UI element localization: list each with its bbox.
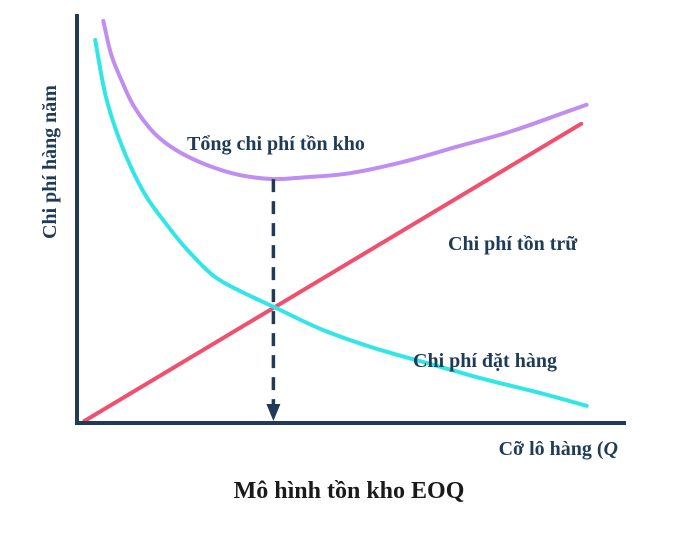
series-layer	[82, 18, 589, 423]
figure-caption: Mô hình tồn kho EOQ	[233, 478, 465, 504]
label-ordering-cost: Chi phí đặt hàng	[413, 350, 557, 372]
x-axis-label-variable: Q	[604, 438, 618, 460]
eoq-chart: Tổng chi phí tồn kho Chi phí tồn trữ Chi…	[39, 14, 626, 460]
x-axis-label: Cỡ lô hàng (Q	[499, 438, 618, 460]
label-total-cost: Tổng chi phí tồn kho	[187, 133, 365, 155]
y-axis-label: Chi phí hàng năm	[39, 85, 61, 239]
series-total-cost-line	[101, 18, 589, 182]
label-holding-cost: Chi phí tồn trữ	[448, 233, 578, 255]
series-holding-cost-line	[82, 121, 584, 423]
eoq-arrow-head	[266, 404, 281, 421]
x-axis-label-text: Cỡ lô hàng (	[499, 438, 604, 460]
series-ordering-cost-line	[93, 38, 589, 408]
